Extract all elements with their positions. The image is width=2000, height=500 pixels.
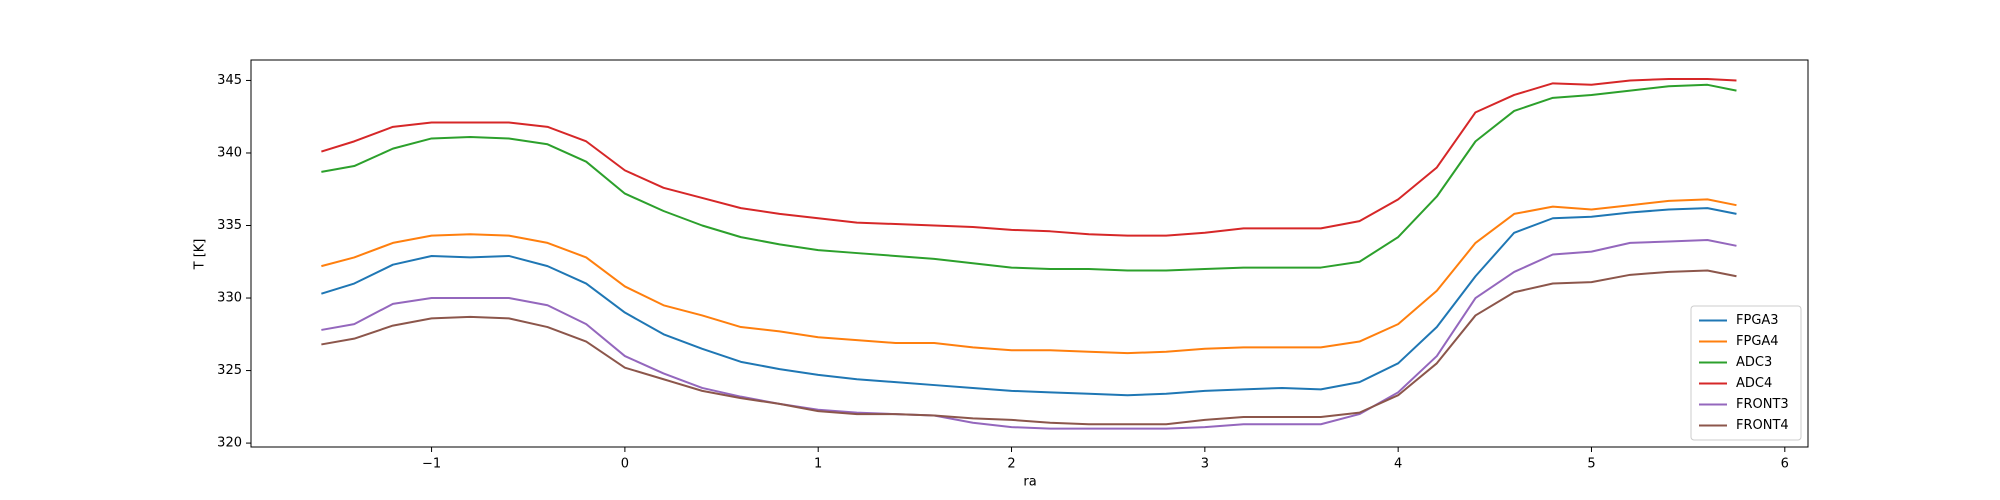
legend-label: FPGA4 [1736, 334, 1779, 349]
legend-label: FRONT3 [1736, 397, 1789, 412]
x-tick-label: 2 [1007, 457, 1015, 472]
y-axis-label: T [K] [193, 239, 208, 271]
x-axis-label: ra [1023, 475, 1036, 490]
data-line [321, 198, 1737, 355]
y-tick-label: 340 [217, 145, 242, 160]
x-tick-label: 4 [1394, 457, 1402, 472]
x-tick-label: 1 [814, 457, 822, 472]
y-tick-label: 345 [217, 73, 242, 88]
legend-label: ADC4 [1736, 376, 1772, 391]
x-tick-label: 5 [1587, 457, 1595, 472]
legend-box [1690, 305, 1802, 441]
y-tick-label: 330 [217, 291, 242, 306]
plot-frame [250, 59, 1809, 448]
data-line [321, 83, 1737, 272]
y-tick-label: 320 [217, 436, 242, 451]
x-tick-label: −1 [422, 457, 441, 472]
legend-label: FPGA3 [1736, 313, 1779, 328]
data-line [321, 269, 1737, 426]
data-line [321, 78, 1737, 237]
legend-label: FRONT4 [1736, 418, 1789, 433]
x-tick-label: 6 [1781, 457, 1789, 472]
y-tick-label: 335 [217, 218, 242, 233]
data-line [321, 239, 1737, 430]
x-tick-label: 0 [621, 457, 629, 472]
data-line [321, 207, 1737, 397]
x-tick-label: 3 [1201, 457, 1209, 472]
y-tick-label: 325 [217, 363, 242, 378]
legend-label: ADC3 [1736, 355, 1772, 370]
